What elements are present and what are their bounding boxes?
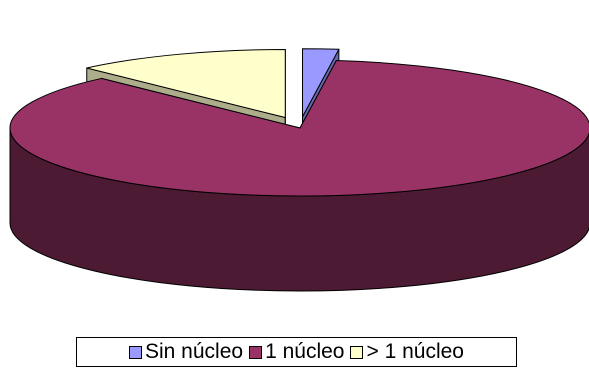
pie-slice-1-n-cleo [9, 60, 589, 197]
legend-swatch-1-nucleo [249, 345, 263, 359]
legend-swatch-mas-de-1-nucleo [350, 345, 364, 359]
pie-slice--1-n-cleo [86, 49, 286, 119]
legend-label-sin-nucleo: Sin núcleo [145, 340, 244, 363]
pie-chart [9, 48, 589, 292]
pie-slice-sin-n-cleo [302, 48, 340, 118]
legend-item-mas-de-1-nucleo: > 1 núcleo [350, 340, 464, 364]
legend-item-sin-nucleo: Sin núcleo [129, 340, 243, 364]
legend-item-1-nucleo: 1 núcleo [249, 340, 344, 364]
legend-label-mas-de-1-nucleo: > 1 núcleo [366, 340, 464, 363]
legend: Sin núcleo 1 núcleo > 1 núcleo [76, 337, 517, 367]
legend-swatch-sin-nucleo [129, 345, 142, 359]
legend-label-1-nucleo: 1 núcleo [265, 340, 345, 363]
